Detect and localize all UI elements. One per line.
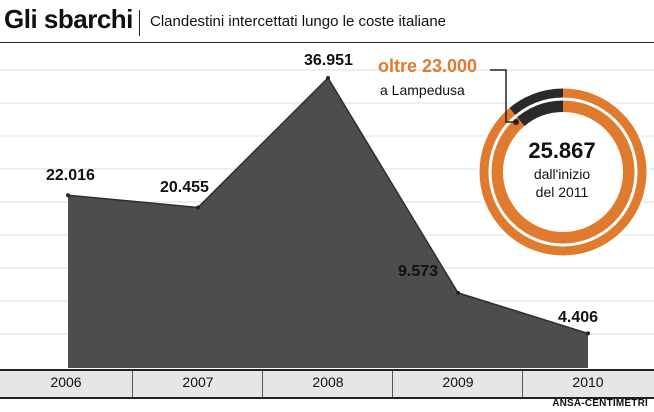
chart-title: Gli sbarchi xyxy=(4,4,133,34)
value-label-2009: 9.573 xyxy=(398,262,439,280)
donut-slice-other xyxy=(507,86,563,126)
x-tick-2009: 2009 xyxy=(442,374,474,390)
chart-subtitle: Clandestini intercettati lungo le coste … xyxy=(150,13,447,30)
value-label-2007: 20.455 xyxy=(160,179,209,197)
area-fill xyxy=(68,78,588,368)
data-point-2006 xyxy=(66,193,70,198)
value-label-2010: 4.406 xyxy=(558,309,599,327)
x-tick-separator xyxy=(132,371,133,397)
lampedusa-callout: oltre 23.000 xyxy=(378,56,478,76)
x-tick-2006: 2006 xyxy=(50,374,82,390)
callout-leader xyxy=(490,69,516,123)
data-point-2010 xyxy=(586,331,590,336)
donut-note-line2: del 2011 xyxy=(535,184,589,200)
donut-center xyxy=(504,113,622,231)
value-label-2006: 22.016 xyxy=(46,167,95,185)
x-tick-2007: 2007 xyxy=(182,374,214,390)
x-tick-2008: 2008 xyxy=(312,374,344,390)
donut-ring-stroke xyxy=(476,85,650,259)
x-tick-separator xyxy=(262,371,263,397)
data-point-2007 xyxy=(196,205,200,210)
callout-leader-dot xyxy=(513,119,519,125)
data-point-2008 xyxy=(326,76,330,80)
lampedusa-callout-sub: a Lampedusa xyxy=(380,82,465,98)
x-tick-2010: 2010 xyxy=(572,374,604,390)
source-credit: ANSA-CENTIMETRI xyxy=(552,398,648,409)
value-label-2008: 36.951 xyxy=(304,52,353,69)
donut-chart xyxy=(476,69,650,259)
data-point-2009 xyxy=(456,290,460,295)
title-separator xyxy=(139,10,140,36)
donut-note-line1: dall'inizio xyxy=(533,166,591,182)
donut-total: 25.867 xyxy=(528,138,596,163)
x-tick-separator xyxy=(522,371,523,397)
donut-slice-lampedusa xyxy=(476,86,649,258)
area-series xyxy=(66,76,590,368)
x-tick-separator xyxy=(392,371,393,397)
title-rule xyxy=(0,42,654,43)
x-axis-bar xyxy=(0,369,654,399)
donut-ring-stroke xyxy=(488,97,638,247)
